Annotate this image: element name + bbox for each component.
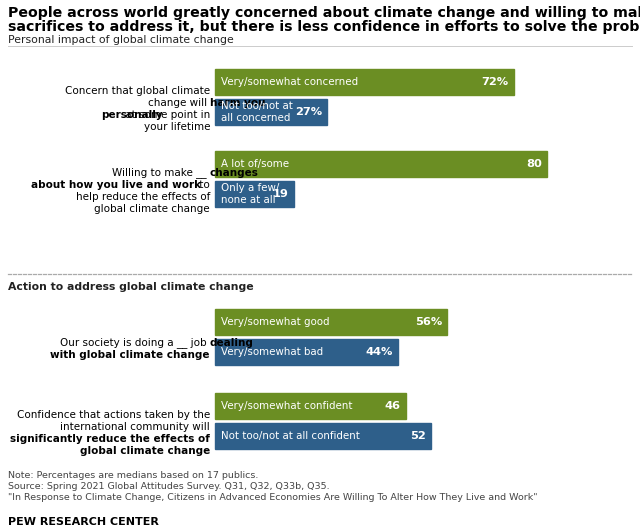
- Text: personally: personally: [100, 110, 163, 120]
- Text: Our society is doing a __ job: Our society is doing a __ job: [60, 338, 210, 349]
- Bar: [215, 151, 547, 177]
- Text: 80: 80: [526, 159, 542, 169]
- Text: global climate change: global climate change: [80, 446, 210, 456]
- Text: Action to address global climate change: Action to address global climate change: [8, 282, 253, 292]
- Text: Personal impact of global climate change: Personal impact of global climate change: [8, 35, 234, 45]
- Text: global climate change: global climate change: [94, 204, 210, 214]
- Text: "In Response to Climate Change, Citizens in Advanced Economies Are Willing To Al: "In Response to Climate Change, Citizens…: [8, 493, 538, 502]
- Text: 27%: 27%: [295, 107, 322, 117]
- Text: Source: Spring 2021 Global Attitudes Survey. Q31, Q32, Q33b, Q35.: Source: Spring 2021 Global Attitudes Sur…: [8, 482, 330, 491]
- Text: change will: change will: [148, 98, 210, 108]
- Text: sacrifices to address it, but there is less confidence in efforts to solve the p: sacrifices to address it, but there is l…: [8, 20, 640, 34]
- Text: significantly reduce the effects of: significantly reduce the effects of: [10, 434, 210, 444]
- Text: Very/somewhat bad: Very/somewhat bad: [221, 347, 323, 357]
- Bar: [215, 339, 397, 365]
- Text: international community will: international community will: [60, 422, 210, 432]
- Text: dealing: dealing: [210, 338, 254, 348]
- Text: 72%: 72%: [482, 77, 509, 87]
- Bar: [215, 99, 327, 125]
- Text: Willing to make __: Willing to make __: [112, 168, 210, 178]
- Text: harm you: harm you: [210, 98, 266, 108]
- Bar: [215, 393, 406, 419]
- Text: Not too/not at
all concerned: Not too/not at all concerned: [221, 101, 293, 123]
- Text: Note: Percentages are medians based on 17 publics.: Note: Percentages are medians based on 1…: [8, 471, 259, 480]
- Text: 56%: 56%: [415, 317, 442, 327]
- Text: Only a few/
none at all: Only a few/ none at all: [221, 183, 280, 205]
- Text: Very/somewhat good: Very/somewhat good: [221, 317, 330, 327]
- Bar: [215, 309, 447, 335]
- Text: with global climate change: with global climate change: [51, 350, 210, 360]
- Text: 46: 46: [385, 401, 401, 411]
- Text: Confidence that actions taken by the: Confidence that actions taken by the: [17, 410, 210, 420]
- Text: 19: 19: [273, 189, 289, 199]
- Text: 52: 52: [410, 431, 426, 441]
- Text: help reduce the effects of: help reduce the effects of: [76, 192, 210, 202]
- Text: Concern that global climate: Concern that global climate: [65, 86, 210, 96]
- Text: at some point in: at some point in: [122, 110, 210, 120]
- Text: Very/somewhat confident: Very/somewhat confident: [221, 401, 353, 411]
- Text: 44%: 44%: [365, 347, 392, 357]
- Bar: [215, 181, 294, 207]
- Text: about how you live and work: about how you live and work: [31, 180, 202, 190]
- Text: Very/somewhat concerned: Very/somewhat concerned: [221, 77, 358, 87]
- Text: PEW RESEARCH CENTER: PEW RESEARCH CENTER: [8, 517, 159, 527]
- Text: People across world greatly concerned about climate change and willing to make: People across world greatly concerned ab…: [8, 6, 640, 20]
- Bar: [215, 69, 514, 95]
- Text: changes: changes: [210, 168, 259, 178]
- Bar: [215, 423, 431, 449]
- Text: Not too/not at all confident: Not too/not at all confident: [221, 431, 360, 441]
- Text: A lot of/some: A lot of/some: [221, 159, 289, 169]
- Text: to: to: [196, 180, 210, 190]
- Text: your lifetime: your lifetime: [143, 122, 210, 132]
